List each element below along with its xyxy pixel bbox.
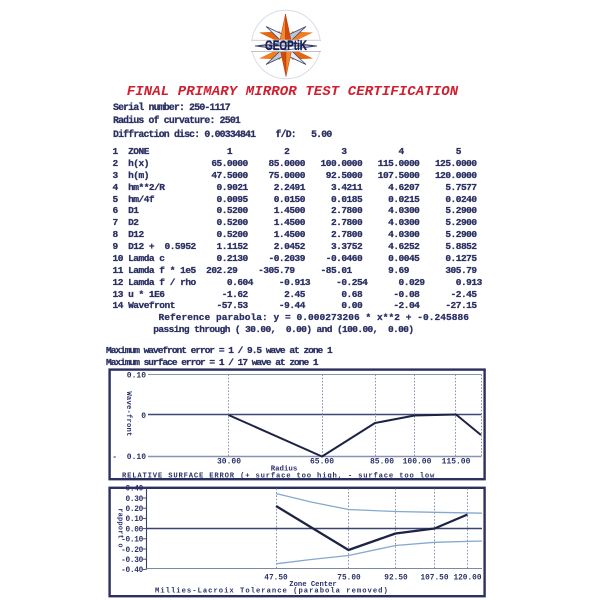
svg-text:0.10: 0.10	[127, 372, 146, 381]
svg-text:107.50: 107.50	[420, 575, 448, 583]
svg-text:0: 0	[141, 412, 146, 421]
svg-text:65.00: 65.00	[310, 458, 334, 467]
svg-text:115.00: 115.00	[442, 458, 471, 467]
svg-text:-0.20: -0.20	[121, 547, 144, 555]
svg-text:rapport o: rapport o	[116, 508, 124, 548]
svg-text:85.00: 85.00	[370, 458, 394, 467]
svg-text:-: -	[112, 453, 117, 462]
svg-text:Millies-Lacroix Tolerance (par: Millies-Lacroix Tolerance (parabola remo…	[155, 588, 389, 596]
svg-text:0.40: 0.40	[125, 486, 143, 494]
svg-text:75.00: 75.00	[337, 575, 361, 583]
svg-text:47.50: 47.50	[264, 575, 288, 583]
svg-text:-0.10: -0.10	[121, 537, 144, 545]
svg-text:GEOPtiK: GEOPtiK	[265, 37, 307, 53]
svg-text:92.50: 92.50	[384, 575, 408, 583]
svg-text:Wave-front: Wave-front	[124, 391, 132, 436]
svg-text:0.20: 0.20	[125, 506, 143, 514]
svg-text:RELATIVE SURFACE ERROR (+ surf: RELATIVE SURFACE ERROR (+ surface too hi…	[122, 473, 435, 481]
svg-text:120.00: 120.00	[453, 575, 481, 583]
svg-text:30.00: 30.00	[217, 458, 241, 467]
svg-text:0.10: 0.10	[127, 453, 146, 462]
svg-text:0.10: 0.10	[125, 516, 143, 524]
svg-text:-0.40: -0.40	[121, 567, 144, 575]
svg-text:100.00: 100.00	[403, 458, 432, 467]
svg-text:0.30: 0.30	[125, 496, 143, 504]
svg-text:-0.30: -0.30	[121, 557, 144, 565]
svg-text:0.00: 0.00	[125, 526, 143, 534]
svg-text:Radius: Radius	[271, 466, 298, 474]
svg-text:Zone Center: Zone Center	[289, 581, 336, 589]
